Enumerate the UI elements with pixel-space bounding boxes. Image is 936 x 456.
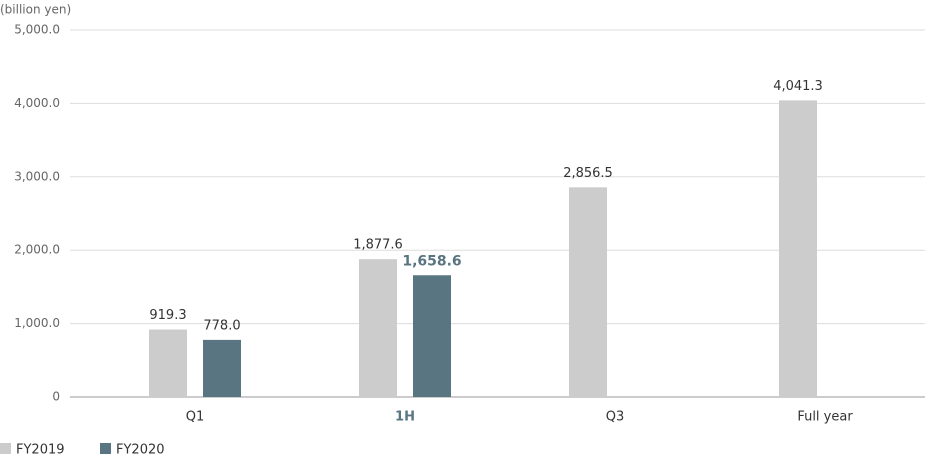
legend-label: FY2020 <box>116 443 165 456</box>
value-label: 2,856.5 <box>563 166 613 181</box>
x-tick-label: Full year <box>797 410 853 425</box>
bar <box>569 187 607 397</box>
bar <box>779 100 817 397</box>
value-label: 919.3 <box>149 308 186 323</box>
value-label: 778.0 <box>203 318 240 333</box>
value-label: 1,658.6 <box>402 253 461 269</box>
bar <box>413 275 451 397</box>
x-tick-label: Q3 <box>606 410 625 425</box>
y-tick-label: 2,000.0 <box>14 243 60 257</box>
bar <box>149 329 187 397</box>
y-tick-label: 5,000.0 <box>14 23 60 37</box>
legend-label: FY2019 <box>16 443 65 456</box>
y-axis-label: (billion yen) <box>0 3 71 17</box>
x-tick-label: 1H <box>395 410 415 425</box>
bar <box>203 339 241 397</box>
value-label: 4,041.3 <box>773 79 823 94</box>
x-tick-label: Q1 <box>186 410 205 425</box>
y-tick-label: 0 <box>52 390 60 404</box>
y-tick-label: 4,000.0 <box>14 96 60 110</box>
bar <box>359 259 397 397</box>
y-tick-label: 1,000.0 <box>14 316 60 330</box>
y-tick-label: 3,000.0 <box>14 169 60 183</box>
legend-swatch <box>0 443 11 454</box>
legend-swatch <box>100 443 111 454</box>
value-label: 1,877.6 <box>353 238 403 253</box>
